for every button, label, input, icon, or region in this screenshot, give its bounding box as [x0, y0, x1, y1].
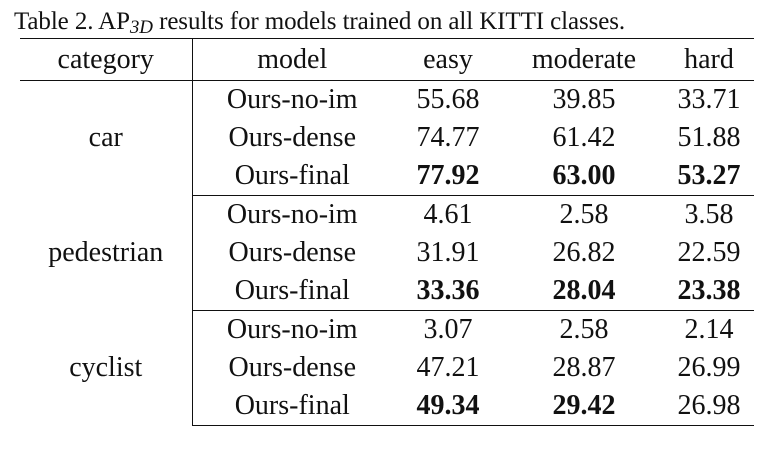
moderate-cell: 26.82 [552, 236, 616, 268]
moderate-cell: 28.04 [504, 271, 664, 311]
easy-cell: 77.92 [392, 157, 504, 196]
easy-cell: 33.36 [392, 271, 504, 311]
results-table: category model easy moderate hard car Our… [20, 38, 754, 426]
category-cell: car [20, 80, 193, 196]
model-cell: Ours-final [192, 386, 392, 426]
hard-cell: 2.14 [684, 313, 734, 345]
moderate-cell: 28.87 [552, 351, 616, 383]
header-model: model [192, 38, 392, 81]
easy-cell: 49.34 [392, 386, 504, 426]
easy-cell: 4.61 [423, 198, 473, 230]
table-group-car: car Ours-no-im 55.68 39.85 33.71 Ours-dense 74… [20, 80, 754, 196]
moderate-cell: 2.58 [559, 313, 609, 345]
table-row: pedestrian Ours-no-im 4.61 2.58 3.58 [20, 195, 754, 311]
table-caption: Table 2. AP3D results for models trained… [14, 5, 625, 39]
easy-cell: 55.68 [416, 83, 480, 115]
hard-cell: 53.27 [664, 157, 754, 196]
hard-cell: 3.58 [684, 198, 734, 230]
category-cell: cyclist [20, 310, 193, 426]
table-row: Ours-dense 31.91 26.82 22.59 [20, 234, 754, 272]
easy-cell: 47.21 [416, 351, 480, 383]
moderate-cell: 39.85 [552, 83, 616, 115]
model-cell: Ours-dense [228, 351, 357, 383]
model-cell: Ours-no-im [226, 198, 358, 230]
easy-cell: 3.07 [423, 313, 473, 345]
model-cell: Ours-dense [228, 236, 357, 268]
moderate-cell: 2.58 [559, 198, 609, 230]
hard-cell: 23.38 [664, 271, 754, 311]
caption-subscript: 3D [129, 17, 153, 38]
table-header: category model easy moderate hard [20, 38, 754, 81]
model-cell: Ours-final [192, 271, 392, 311]
table-group-cyclist: cyclist Ours-no-im 3.07 2.58 2.14 Ours-dense 4… [20, 310, 754, 426]
header-moderate: moderate [504, 38, 664, 81]
moderate-cell: 29.42 [504, 386, 664, 426]
hard-cell: 26.99 [677, 351, 741, 383]
hard-cell: 33.71 [677, 83, 741, 115]
caption-suffix: results for models trained on all KITTI … [152, 8, 625, 35]
results-table-container: category model easy moderate hard car Our… [20, 38, 754, 426]
table-row: car Ours-no-im 55.68 39.85 33.71 [20, 80, 754, 196]
header-row: category model easy moderate hard [20, 38, 754, 81]
table-row: Ours-final 77.92 63.00 53.27 [20, 157, 754, 196]
hard-cell: 51.88 [677, 121, 741, 153]
table-group-pedestrian: pedestrian Ours-no-im 4.61 2.58 3.58 Ours-den… [20, 195, 754, 311]
table-row: Ours-dense 47.21 28.87 26.99 [20, 349, 754, 387]
easy-cell: 74.77 [416, 121, 480, 153]
table-row: cyclist Ours-no-im 3.07 2.58 2.14 [20, 310, 754, 426]
model-cell: Ours-no-im [226, 313, 358, 345]
moderate-cell: 61.42 [552, 121, 616, 153]
header-category: category [20, 38, 193, 81]
moderate-cell: 63.00 [504, 157, 664, 196]
hard-cell: 22.59 [677, 236, 741, 268]
model-cell: Ours-dense [228, 121, 357, 153]
header-easy: easy [392, 38, 504, 81]
table-row: Ours-dense 74.77 61.42 51.88 [20, 119, 754, 157]
caption-prefix: Table 2. AP [14, 8, 130, 35]
table-row: Ours-final 33.36 28.04 23.38 [20, 271, 754, 311]
model-cell: Ours-final [192, 157, 392, 196]
easy-cell: 31.91 [416, 236, 480, 268]
header-hard: hard [664, 38, 754, 81]
model-cell: Ours-no-im [226, 83, 358, 115]
hard-cell: 26.98 [664, 386, 754, 426]
category-cell: pedestrian [20, 195, 193, 311]
table-row: Ours-final 49.34 29.42 26.98 [20, 386, 754, 426]
